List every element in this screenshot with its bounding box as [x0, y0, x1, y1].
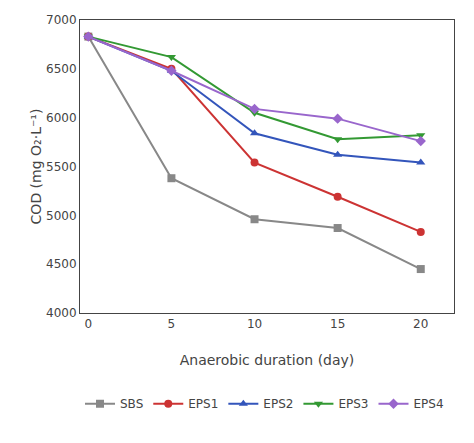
svg-text:15: 15 [330, 317, 345, 331]
svg-text:0: 0 [84, 317, 92, 331]
svg-text:5000: 5000 [46, 209, 77, 223]
svg-text:4500: 4500 [46, 257, 77, 271]
svg-text:COD (mg O₂·L⁻¹): COD (mg O₂·L⁻¹) [28, 109, 44, 225]
svg-text:20: 20 [413, 317, 428, 331]
svg-text:EPS1: EPS1 [188, 397, 218, 411]
svg-text:SBS: SBS [120, 397, 143, 411]
svg-text:Anaerobic duration (day): Anaerobic duration (day) [180, 352, 355, 368]
svg-text:10: 10 [247, 317, 262, 331]
svg-text:EPS3: EPS3 [338, 397, 368, 411]
svg-text:7000: 7000 [46, 13, 77, 27]
svg-text:5: 5 [168, 317, 176, 331]
svg-text:6000: 6000 [46, 111, 77, 125]
svg-text:5500: 5500 [46, 160, 77, 174]
svg-text:6500: 6500 [46, 62, 77, 76]
svg-text:4000: 4000 [46, 306, 77, 320]
svg-text:EPS4: EPS4 [414, 397, 444, 411]
svg-text:EPS2: EPS2 [263, 397, 293, 411]
